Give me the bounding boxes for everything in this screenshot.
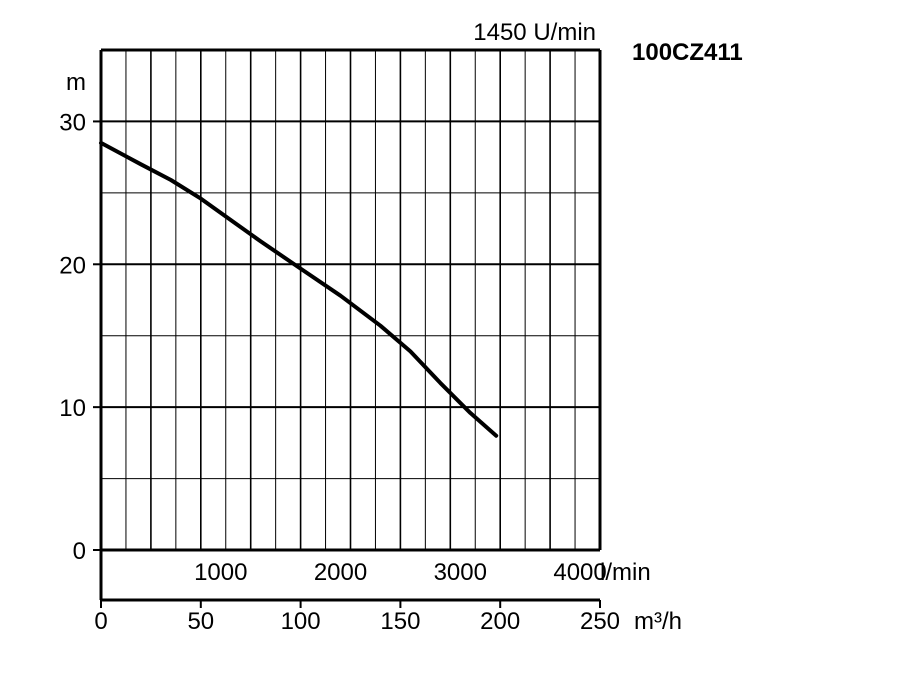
x-unit-secondary-label: l/min (600, 559, 651, 586)
x-secondary-tick-label: 3000 (434, 559, 487, 586)
x-secondary-tick-label: 1000 (194, 559, 247, 586)
x-tick-label: 100 (281, 608, 321, 635)
x-tick-label: 250 (580, 608, 620, 635)
y-tick-label: 0 (73, 538, 86, 565)
y-tick-labels: 0 10 20 30 (59, 109, 86, 565)
y-tick-label: 30 (59, 109, 86, 136)
major-grid (101, 50, 600, 550)
x-tick-label: 0 (94, 608, 107, 635)
x-secondary-tick-label: 4000 (553, 559, 606, 586)
x-tick-labels: 0 50 100 150 200 250 (94, 608, 620, 635)
x-unit-primary-label: m³/h (634, 608, 682, 635)
y-unit-label: m (66, 69, 86, 96)
x-tick-label: 200 (480, 608, 520, 635)
y-tick-label: 20 (59, 252, 86, 279)
head-curve (99, 140, 499, 438)
model-label: 100CZ411 (632, 39, 743, 66)
x-secondary-tick-labels: 1000 2000 3000 4000 (194, 559, 607, 586)
speed-label: 1450 U/min (473, 19, 596, 46)
x-tick-label: 50 (187, 608, 214, 635)
plot-frame (93, 48, 602, 608)
x-tick-label: 150 (380, 608, 420, 635)
x-secondary-tick-label: 2000 (314, 559, 367, 586)
y-tick-label: 10 (59, 395, 86, 422)
